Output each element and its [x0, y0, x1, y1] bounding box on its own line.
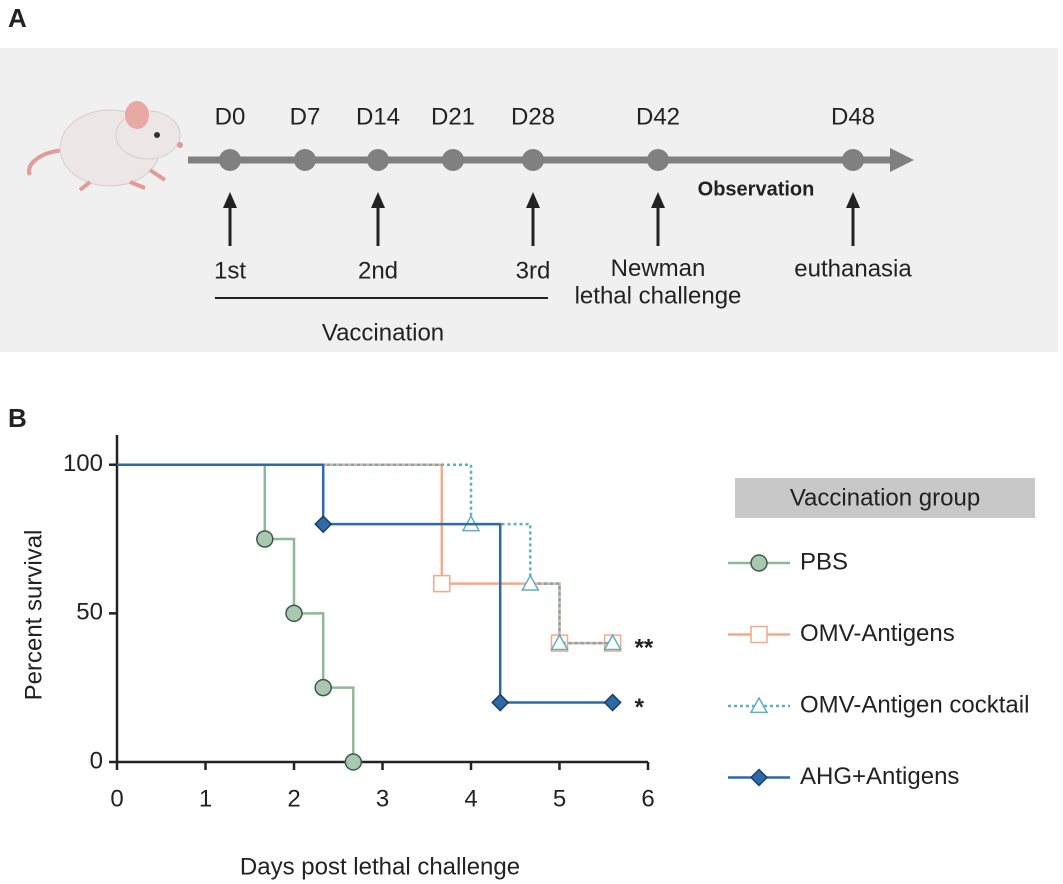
event-arrowhead [526, 192, 540, 208]
day-label: D48 [831, 103, 875, 130]
event-arrowhead [651, 192, 665, 208]
timeline-dot [522, 149, 544, 171]
legend-marker [749, 768, 769, 787]
x-tick-label: 2 [287, 785, 300, 812]
marker [550, 633, 569, 651]
y-tick-label: 100 [63, 450, 103, 477]
event-label: 1st [214, 257, 246, 284]
marker [256, 530, 274, 548]
legend-title: Vaccination group [790, 484, 980, 511]
day-label: D28 [511, 103, 555, 130]
x-tick-label: 1 [199, 785, 212, 812]
marker [314, 515, 333, 534]
event-arrowhead [371, 192, 385, 208]
legend-label: OMV-Antigens [800, 620, 955, 647]
timeline-arrowhead [890, 148, 914, 172]
day-label: D21 [431, 103, 475, 130]
event-arrowhead [846, 192, 860, 208]
timeline-dot [367, 149, 389, 171]
survival-line [117, 463, 355, 762]
survival-line [117, 463, 613, 704]
x-tick-label: 4 [464, 785, 477, 812]
y-tick-label: 0 [90, 747, 103, 774]
bracket-label: Vaccination [322, 319, 444, 346]
marker [344, 753, 363, 771]
survival-line [117, 463, 613, 645]
marker [603, 633, 622, 651]
timeline-dot [442, 149, 464, 171]
marker [491, 693, 510, 712]
panel-background [0, 48, 1058, 352]
period-label: Observation [698, 178, 815, 200]
legend-title-box [735, 478, 1035, 518]
x-tick-label: 6 [641, 785, 654, 812]
legend-marker [749, 696, 769, 714]
event-label: Newman lethal challenge [575, 255, 742, 310]
x-tick-label: 5 [553, 785, 566, 812]
marker [285, 604, 303, 623]
day-label: D7 [290, 103, 321, 130]
day-label: D0 [215, 103, 246, 130]
legend-label: OMV-Antigen cocktail [800, 691, 1029, 718]
y-tick-label: 50 [76, 599, 103, 626]
mouse-icon [27, 101, 183, 192]
day-label: D14 [356, 103, 400, 130]
event-arrowhead [223, 192, 237, 208]
event-label: euthanasia [794, 255, 912, 282]
significance-label: ** [635, 634, 654, 661]
marker [433, 574, 451, 593]
legend-marker [750, 625, 768, 644]
x-axis-label: Days post lethal challenge [240, 853, 520, 880]
panel-label: A [8, 3, 27, 33]
timeline-dot [294, 149, 316, 171]
y-axis-label: Percent survival [20, 530, 47, 701]
significance-label: * [635, 694, 645, 721]
x-tick-label: 0 [110, 785, 123, 812]
panel-label: B [8, 403, 27, 433]
timeline-dot [647, 149, 669, 171]
marker [603, 693, 622, 712]
timeline-dot [219, 149, 241, 171]
event-label: 3rd [516, 257, 551, 284]
event-label: 2nd [358, 257, 398, 284]
legend-label: AHG+Antigens [800, 763, 959, 790]
timeline-dot [842, 149, 864, 171]
day-label: D42 [636, 103, 680, 130]
legend-label: PBS [800, 548, 848, 575]
x-tick-label: 3 [376, 785, 389, 812]
marker [521, 574, 540, 591]
survival-line [117, 463, 613, 645]
marker [314, 678, 332, 697]
legend-marker [750, 554, 768, 572]
